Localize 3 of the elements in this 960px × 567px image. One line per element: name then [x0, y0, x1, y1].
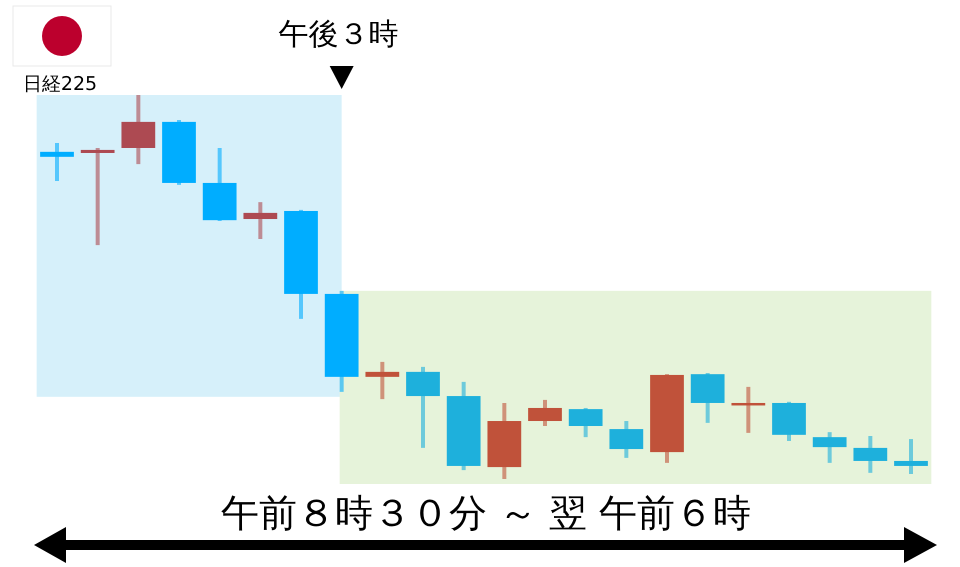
text: 午後３時 [278, 17, 399, 52]
text: 午前８時３０分 ～ 翌 午前６時 [220, 491, 752, 535]
annotation: 日経225 [22, 73, 98, 95]
